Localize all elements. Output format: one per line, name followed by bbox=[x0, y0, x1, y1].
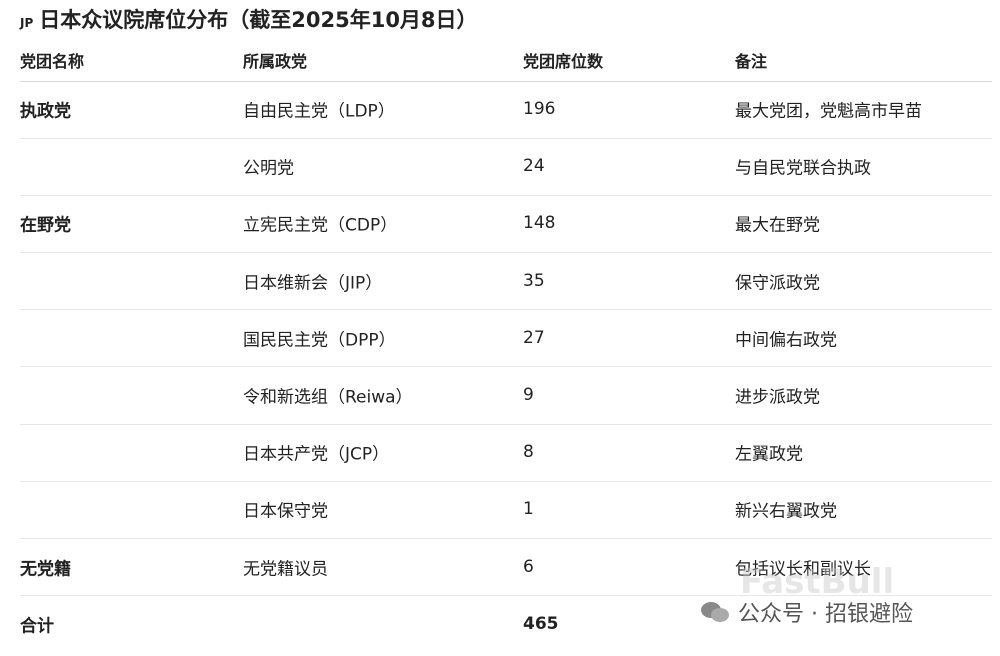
table-cell: 在野党 bbox=[20, 215, 71, 236]
row-rule bbox=[20, 423, 992, 425]
table-cell: 日本共产党（JCP） bbox=[243, 444, 390, 465]
table-cell: 执政党 bbox=[20, 101, 71, 122]
row-rule bbox=[20, 595, 992, 597]
row-rule bbox=[20, 538, 992, 539]
column-header: 备注 bbox=[735, 52, 768, 71]
table-cell: 最大党团，党魁高市早苗 bbox=[735, 101, 922, 122]
table-cell: 保守派政党 bbox=[735, 273, 820, 294]
table-cell: 最大在野党 bbox=[735, 215, 820, 236]
table-cell: 中间偏右政党 bbox=[735, 330, 837, 351]
table-cell: 立宪民主党（CDP） bbox=[243, 215, 398, 236]
column-header: 党团席位数 bbox=[523, 52, 604, 71]
table-cell: 令和新选组（Reiwa） bbox=[243, 387, 413, 408]
table-cell: 148 bbox=[523, 213, 556, 234]
table-cell: 35 bbox=[523, 270, 545, 291]
wechat-icon bbox=[701, 602, 729, 622]
title: JP 日本众议院席位分布（截至2025年10月8日） bbox=[20, 4, 478, 34]
title-text: 日本众议院席位分布（截至2025年10月8日） bbox=[39, 8, 478, 32]
table-cell: 无党籍议员 bbox=[243, 559, 328, 580]
table-cell: 196 bbox=[523, 99, 556, 119]
table-cell: 自由民主党（LDP） bbox=[243, 101, 395, 122]
table-cell: 新兴右翼政党 bbox=[735, 501, 837, 522]
watermark-brand: FastBull bbox=[740, 562, 895, 602]
table-cell: 与自民党联合执政 bbox=[735, 158, 871, 179]
table-cell: 进步派政党 bbox=[735, 387, 820, 408]
table-cell: 无党籍 bbox=[20, 559, 71, 580]
row-rule bbox=[20, 309, 992, 311]
table-cell: 左翼政党 bbox=[735, 444, 803, 465]
flag: JP bbox=[20, 16, 34, 30]
row-rule bbox=[20, 252, 992, 253]
total-cell: 465 bbox=[523, 613, 559, 634]
account-text: 公众号 · 招银避险 bbox=[738, 602, 913, 627]
table-cell: 27 bbox=[523, 327, 545, 348]
table-cell: 9 bbox=[523, 385, 534, 405]
row-rule bbox=[20, 194, 992, 196]
column-header: 党团名称 bbox=[20, 52, 85, 71]
row-rule bbox=[20, 137, 992, 139]
table-cell: 公明党 bbox=[243, 158, 294, 179]
header-rule bbox=[20, 81, 992, 82]
table-cell: 1 bbox=[523, 499, 534, 520]
column-header: 所属政党 bbox=[243, 52, 308, 71]
row-rule bbox=[20, 366, 992, 368]
table-cell: 8 bbox=[523, 442, 534, 463]
total-cell: 合计 bbox=[20, 616, 54, 637]
table-cell: 日本保守党 bbox=[243, 501, 328, 522]
watermark-account: 公众号 · 招银避险 bbox=[700, 596, 913, 628]
row-rule bbox=[20, 480, 992, 482]
table-cell: 国民民主党（DPP） bbox=[243, 330, 396, 351]
table-cell: 包括议长和副议长 bbox=[735, 559, 871, 580]
table-cell: 日本维新会（JIP） bbox=[243, 273, 383, 294]
table-cell: 24 bbox=[523, 156, 545, 177]
table-cell: 6 bbox=[523, 556, 534, 577]
